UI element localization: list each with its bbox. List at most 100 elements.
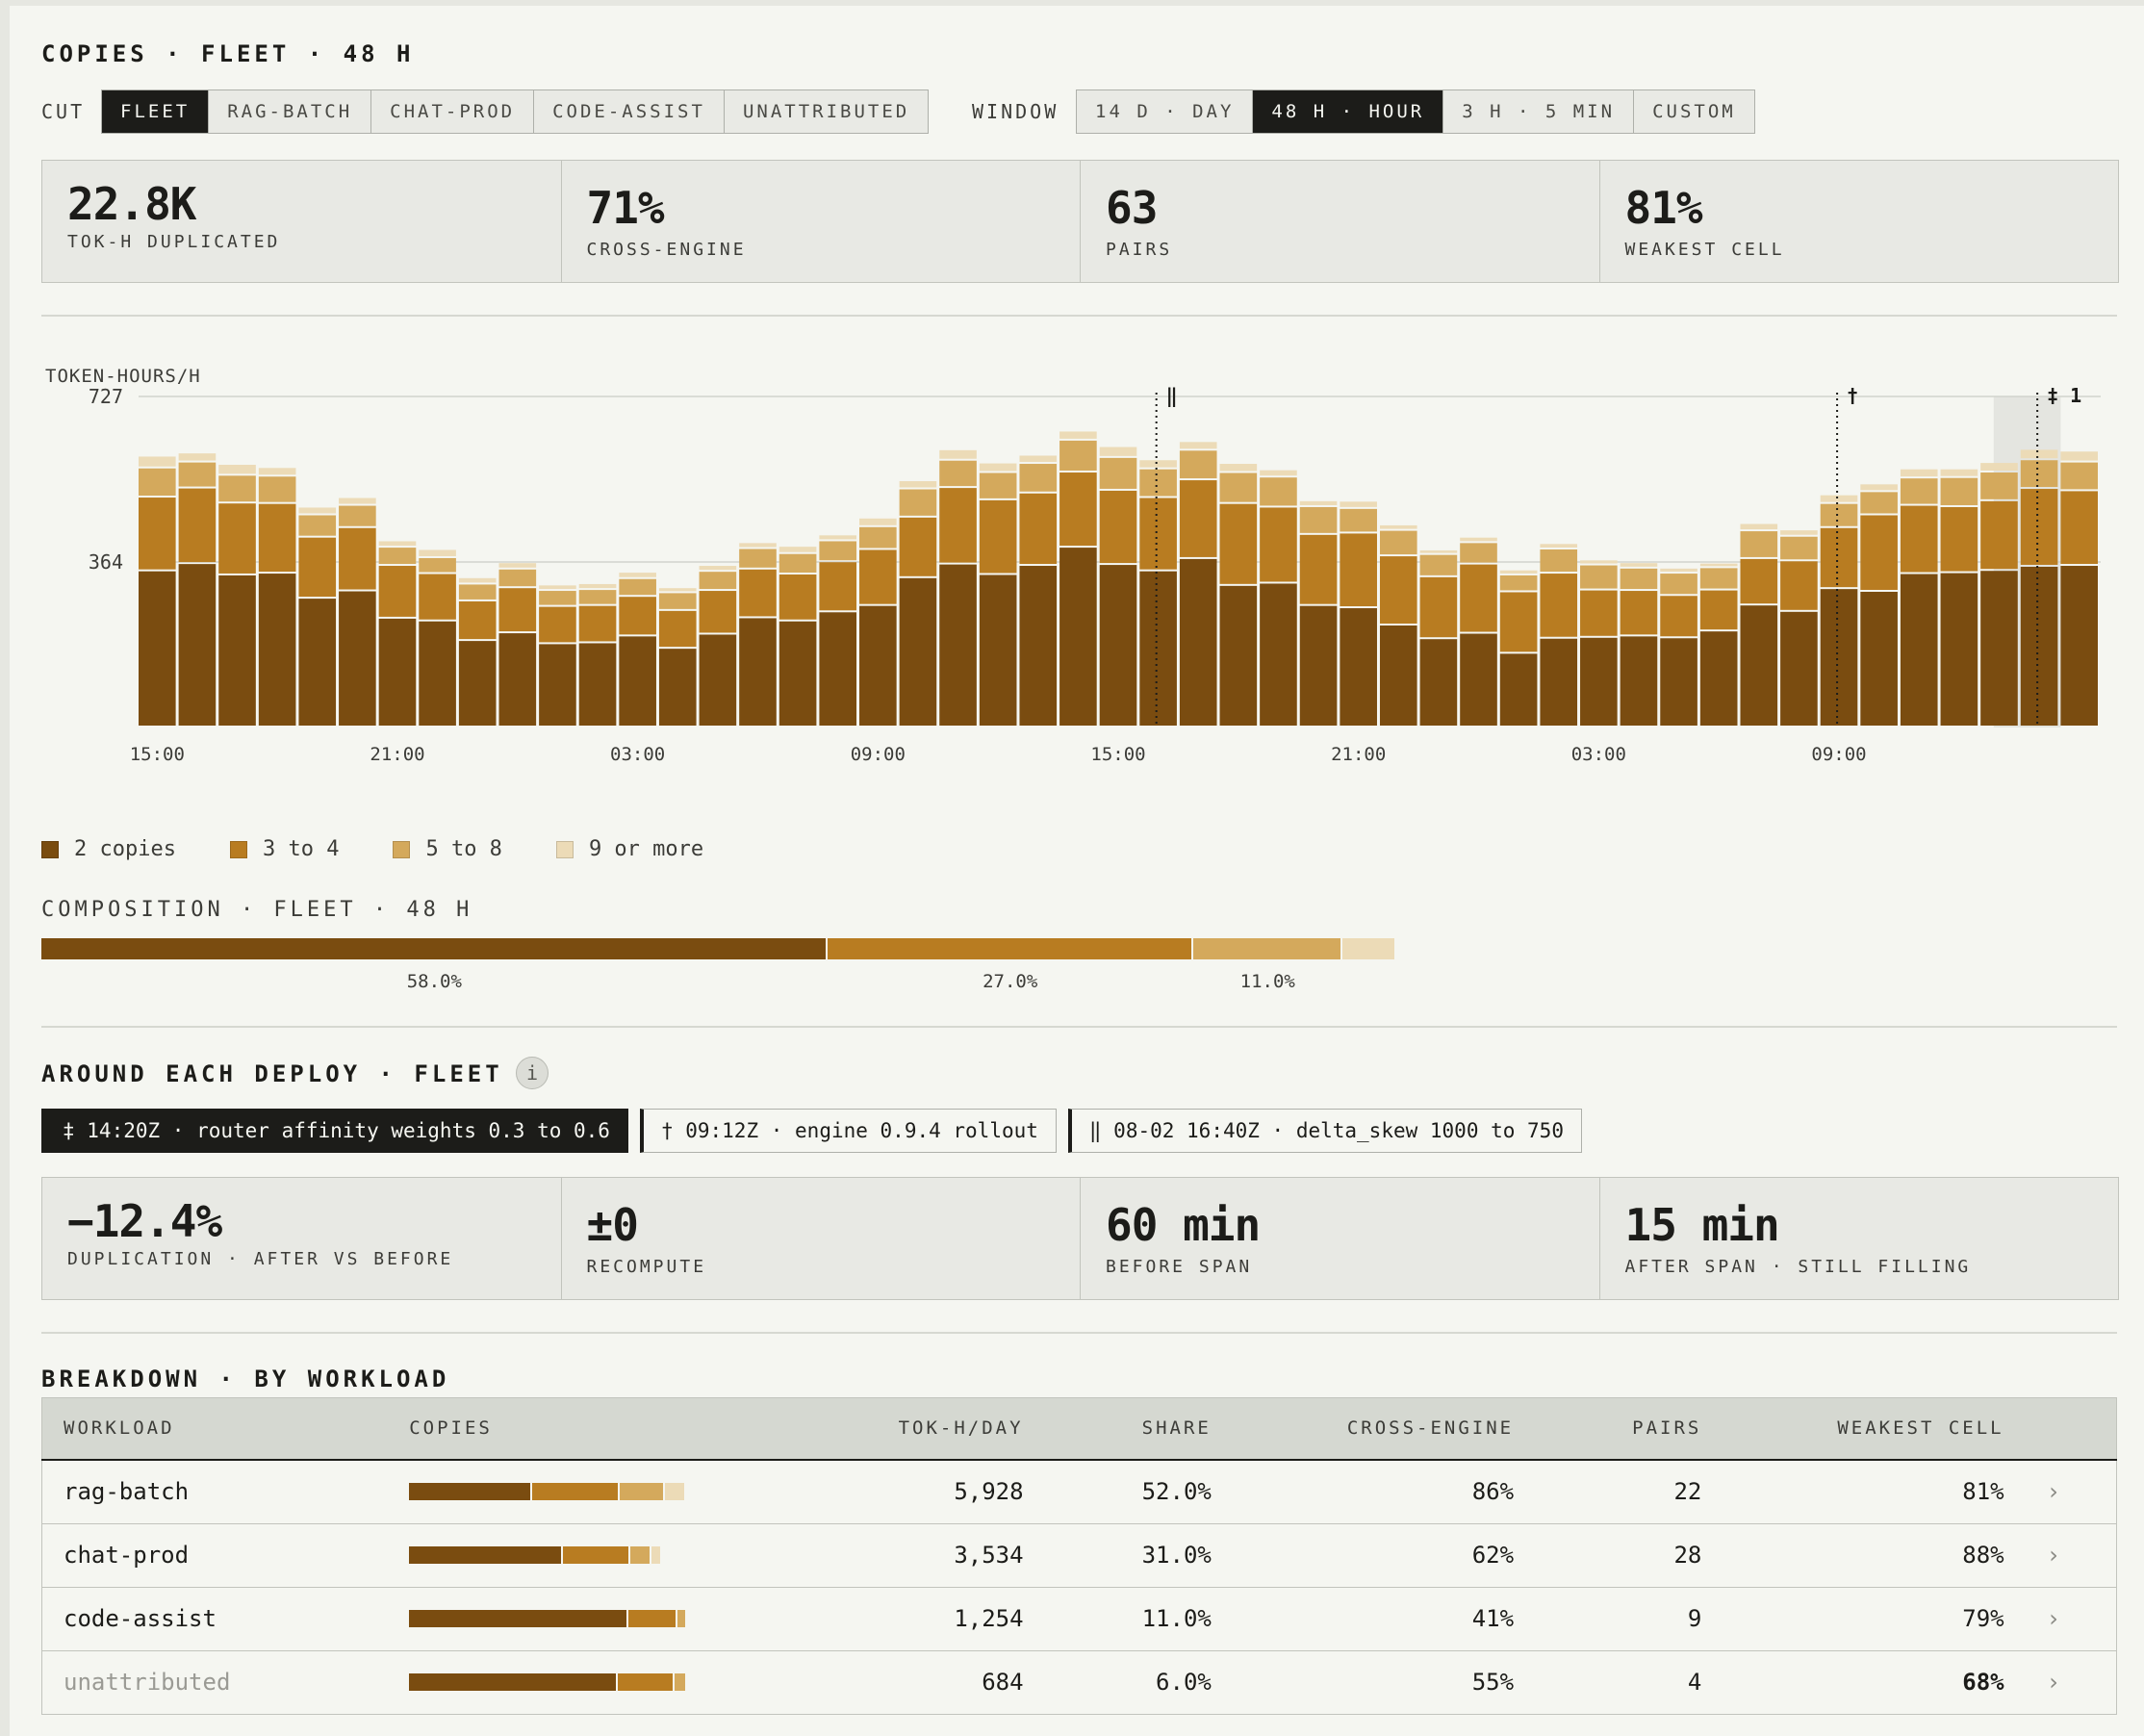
summary-kpis: 22.8K TOK-H DUPLICATED 71% CROSS-ENGINE … bbox=[41, 160, 2119, 283]
kpi-duplication-change: −12.4% DUPLICATION · AFTER VS BEFORE bbox=[42, 1178, 562, 1299]
col-copies[interactable]: COPIES bbox=[388, 1397, 760, 1461]
kpi-cross-engine: 71% CROSS-ENGINE bbox=[562, 161, 1081, 282]
bar-segment bbox=[1019, 566, 1058, 726]
deploy-marker-symbol: ‡ bbox=[2047, 384, 2058, 407]
deploy-tab-delta-skew[interactable]: ‖ 08-02 16:40Z · delta_skew 1000 to 750 bbox=[1067, 1109, 1582, 1153]
table-row[interactable]: code-assist 1,254 11.0% 41% 9 79% › bbox=[41, 1587, 2117, 1651]
cut-option-fleet[interactable]: FLEET bbox=[102, 90, 210, 133]
bar-segment bbox=[859, 605, 897, 726]
copies-mini-segment bbox=[409, 1610, 627, 1627]
col-pairs[interactable]: PAIRS bbox=[1535, 1397, 1723, 1461]
bar-segment bbox=[819, 562, 857, 611]
bar-segment bbox=[739, 543, 777, 548]
bar-segment bbox=[619, 573, 656, 577]
bar-segment bbox=[1340, 501, 1377, 507]
breakdown-title: BREAKDOWN · BY WORKLOAD bbox=[41, 1366, 450, 1392]
copies-mini-segment bbox=[674, 1673, 686, 1691]
legend-item-5-to-8: 5 to 8 bbox=[393, 837, 502, 861]
legend-swatch bbox=[229, 840, 247, 858]
copies-mini-segment bbox=[532, 1483, 618, 1500]
kpi-value: 22.8K bbox=[67, 178, 196, 230]
bar-segment bbox=[1860, 484, 1898, 491]
bar-segment bbox=[1499, 653, 1538, 726]
copies-mini-segment bbox=[676, 1610, 686, 1627]
kpi-label: WEAKEST CELL bbox=[1624, 240, 1785, 260]
kpi-label: DUPLICATION · AFTER VS BEFORE bbox=[67, 1249, 454, 1269]
deploy-marker-label: 1 bbox=[2070, 384, 2081, 407]
window-selector: 14 D · DAY 48 H · HOUR 3 H · 5 MIN CUSTO… bbox=[1076, 89, 1755, 134]
bar-segment bbox=[1260, 477, 1297, 506]
bar-segment bbox=[1900, 469, 1938, 477]
x-tick-label: 03:00 bbox=[1571, 744, 1626, 765]
bar-segment bbox=[1540, 544, 1578, 548]
bar-segment bbox=[339, 505, 376, 526]
copies-mini-segment bbox=[617, 1673, 673, 1691]
bar-segment bbox=[1940, 477, 1978, 505]
window-option-custom[interactable]: CUSTOM bbox=[1652, 101, 1736, 122]
legend-item-3-to-4: 3 to 4 bbox=[229, 837, 339, 861]
bar-segment bbox=[979, 463, 1017, 472]
chevron-right-icon[interactable]: › bbox=[2025, 1459, 2117, 1524]
col-tokh-day[interactable]: TOK-H/DAY bbox=[759, 1397, 1045, 1461]
col-share[interactable]: SHARE bbox=[1044, 1397, 1233, 1461]
window-option-3h[interactable]: 3 H · 5 MIN bbox=[1443, 90, 1635, 133]
x-tick-label: 09:00 bbox=[851, 744, 906, 765]
info-icon[interactable]: i bbox=[516, 1057, 549, 1089]
bar-segment bbox=[1219, 464, 1258, 472]
bar-segment bbox=[139, 498, 176, 570]
bar-segment bbox=[939, 488, 977, 563]
bar-segment bbox=[1699, 568, 1738, 589]
table-row[interactable]: chat-prod 3,534 31.0% 62% 28 88% › bbox=[41, 1523, 2117, 1588]
cell-pairs: 9 bbox=[1535, 1587, 1723, 1651]
bar-segment bbox=[1139, 469, 1177, 497]
bar-segment bbox=[1460, 633, 1497, 726]
bar-segment bbox=[778, 574, 817, 620]
bar-segment bbox=[1419, 576, 1458, 638]
deploy-tab-router-affinity[interactable]: ‡ 14:20Z · router affinity weights 0.3 t… bbox=[41, 1109, 628, 1153]
bar-segment bbox=[1139, 460, 1177, 468]
cell-pairs: 28 bbox=[1535, 1523, 1723, 1588]
col-weakest-cell[interactable]: WEAKEST CELL bbox=[1723, 1397, 2026, 1461]
col-cross-engine[interactable]: CROSS-ENGINE bbox=[1232, 1397, 1536, 1461]
window-option-14d[interactable]: 14 D · DAY bbox=[1077, 90, 1254, 133]
cut-option-chat-prod[interactable]: CHAT-PROD bbox=[371, 90, 535, 133]
breakdown-table: WORKLOAD COPIES TOK-H/DAY SHARE CROSS-EN… bbox=[41, 1397, 2117, 1715]
bar-segment bbox=[1499, 592, 1538, 652]
bar-segment bbox=[1620, 636, 1658, 726]
bar-segment bbox=[1580, 560, 1618, 564]
bar-segment bbox=[1340, 533, 1377, 607]
bar-segment bbox=[699, 572, 737, 590]
bar-segment bbox=[1900, 478, 1938, 504]
cut-option-rag-batch[interactable]: RAG-BATCH bbox=[209, 90, 372, 133]
bar-segment bbox=[139, 468, 176, 497]
cell-cross-engine: 55% bbox=[1471, 1669, 1515, 1696]
copies-mini-segment bbox=[409, 1483, 531, 1500]
bar-segment bbox=[178, 564, 217, 726]
copies-stacked-bar-chart: TOKEN-HOURS/H 727 364 ‖ † ‡ 1 15:00 21:00 03:0… bbox=[45, 366, 2101, 765]
cut-option-unattributed[interactable]: UNATTRIBUTED bbox=[742, 101, 910, 122]
kpi-label: CROSS-ENGINE bbox=[586, 240, 747, 260]
deploy-selector: ‡ 14:20Z · router affinity weights 0.3 t… bbox=[41, 1109, 1594, 1153]
table-row[interactable]: rag-batch 5,928 52.0% 86% 22 81% › bbox=[41, 1459, 2117, 1524]
kpi-value: −12.4% bbox=[67, 1195, 222, 1247]
bar-segment bbox=[819, 541, 857, 561]
bar-segment bbox=[1940, 469, 1978, 476]
deploy-tab-engine-rollout[interactable]: † 09:12Z · engine 0.9.4 rollout bbox=[639, 1109, 1057, 1153]
bar-segment bbox=[1980, 463, 2018, 472]
chevron-right-icon[interactable]: › bbox=[2046, 1669, 2061, 1696]
y-tick-label: 364 bbox=[89, 550, 123, 574]
bar-segment bbox=[1820, 495, 1858, 502]
chevron-right-icon[interactable]: › bbox=[2025, 1523, 2117, 1588]
bar-segment bbox=[1019, 455, 1058, 463]
col-workload[interactable]: WORKLOAD bbox=[41, 1397, 389, 1461]
bar-segment bbox=[1379, 625, 1417, 726]
page-title: COPIES · FLEET · 48 H bbox=[41, 40, 415, 67]
table-row[interactable]: unattributed 684 6.0% 55% 4 68% › bbox=[42, 1650, 2117, 1714]
bar-segment bbox=[1460, 537, 1497, 542]
chevron-right-icon[interactable]: › bbox=[2025, 1587, 2117, 1651]
cell-workload: rag-batch bbox=[41, 1459, 389, 1524]
cell-copies-bar bbox=[388, 1587, 760, 1651]
window-option-48h[interactable]: 48 H · HOUR bbox=[1253, 90, 1444, 133]
cut-option-code-assist[interactable]: CODE-ASSIST bbox=[534, 90, 725, 133]
bar-segment bbox=[1139, 571, 1177, 726]
